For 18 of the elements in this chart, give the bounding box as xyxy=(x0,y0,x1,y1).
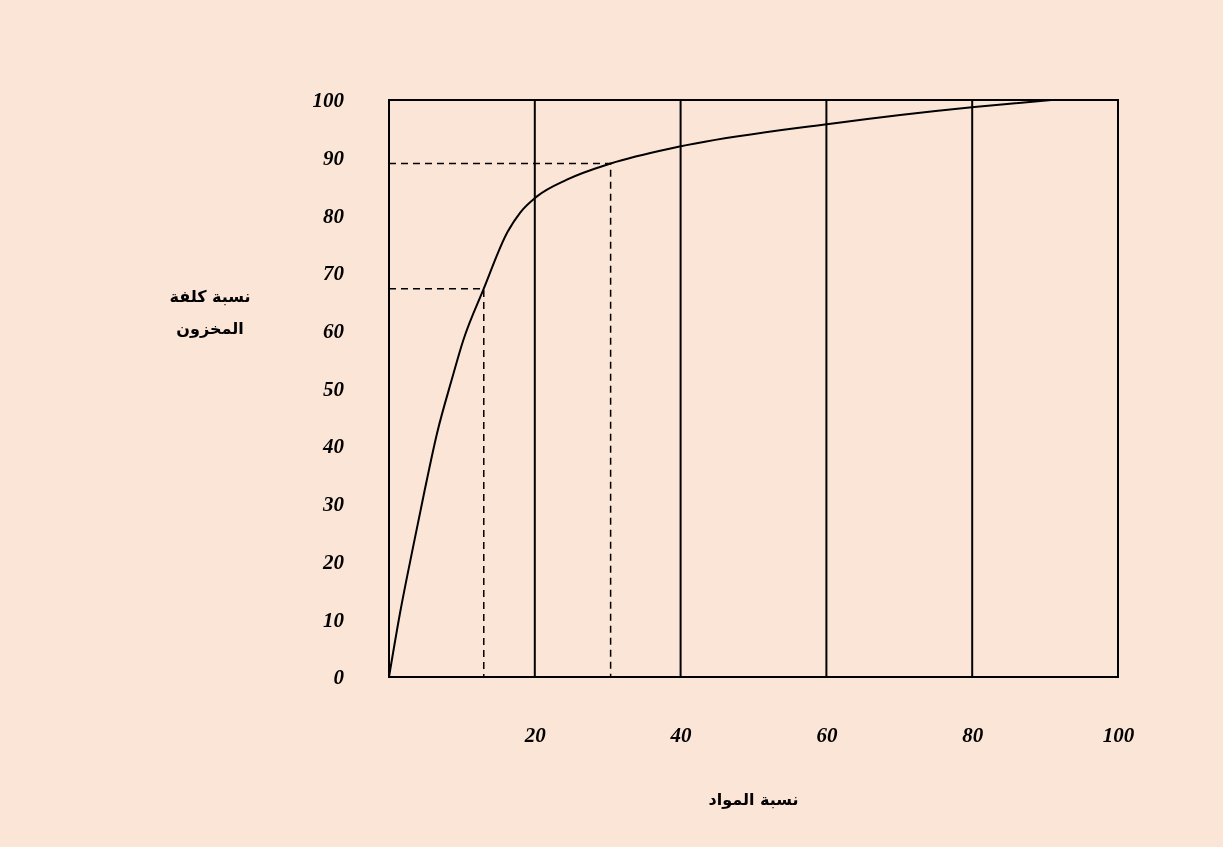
y-tick-label: 0 xyxy=(333,665,345,690)
y-tick-label: 70 xyxy=(323,261,345,286)
y-tick-label: 60 xyxy=(323,319,345,344)
y-tick-label: 30 xyxy=(322,492,345,517)
y-tick-label: 40 xyxy=(322,434,345,459)
x-tick-label: 80 xyxy=(962,722,984,747)
x-tick-label: 40 xyxy=(669,722,693,747)
y-axis-title: نسبة كلفة المخزون xyxy=(169,287,251,338)
y-tick-label: 100 xyxy=(312,88,345,113)
x-tick-label: 20 xyxy=(523,722,547,747)
x-tick-label: 100 xyxy=(1102,722,1135,747)
y-tick-label: 50 xyxy=(323,376,345,401)
y-tick-label: 90 xyxy=(323,145,345,170)
y-tick-label: 80 xyxy=(323,203,345,228)
x-axis-title: نسبة المواد xyxy=(708,790,799,809)
y-tick-label: 20 xyxy=(322,549,345,574)
y-tick-label: 10 xyxy=(323,607,345,632)
x-tick-label: 60 xyxy=(816,722,838,747)
